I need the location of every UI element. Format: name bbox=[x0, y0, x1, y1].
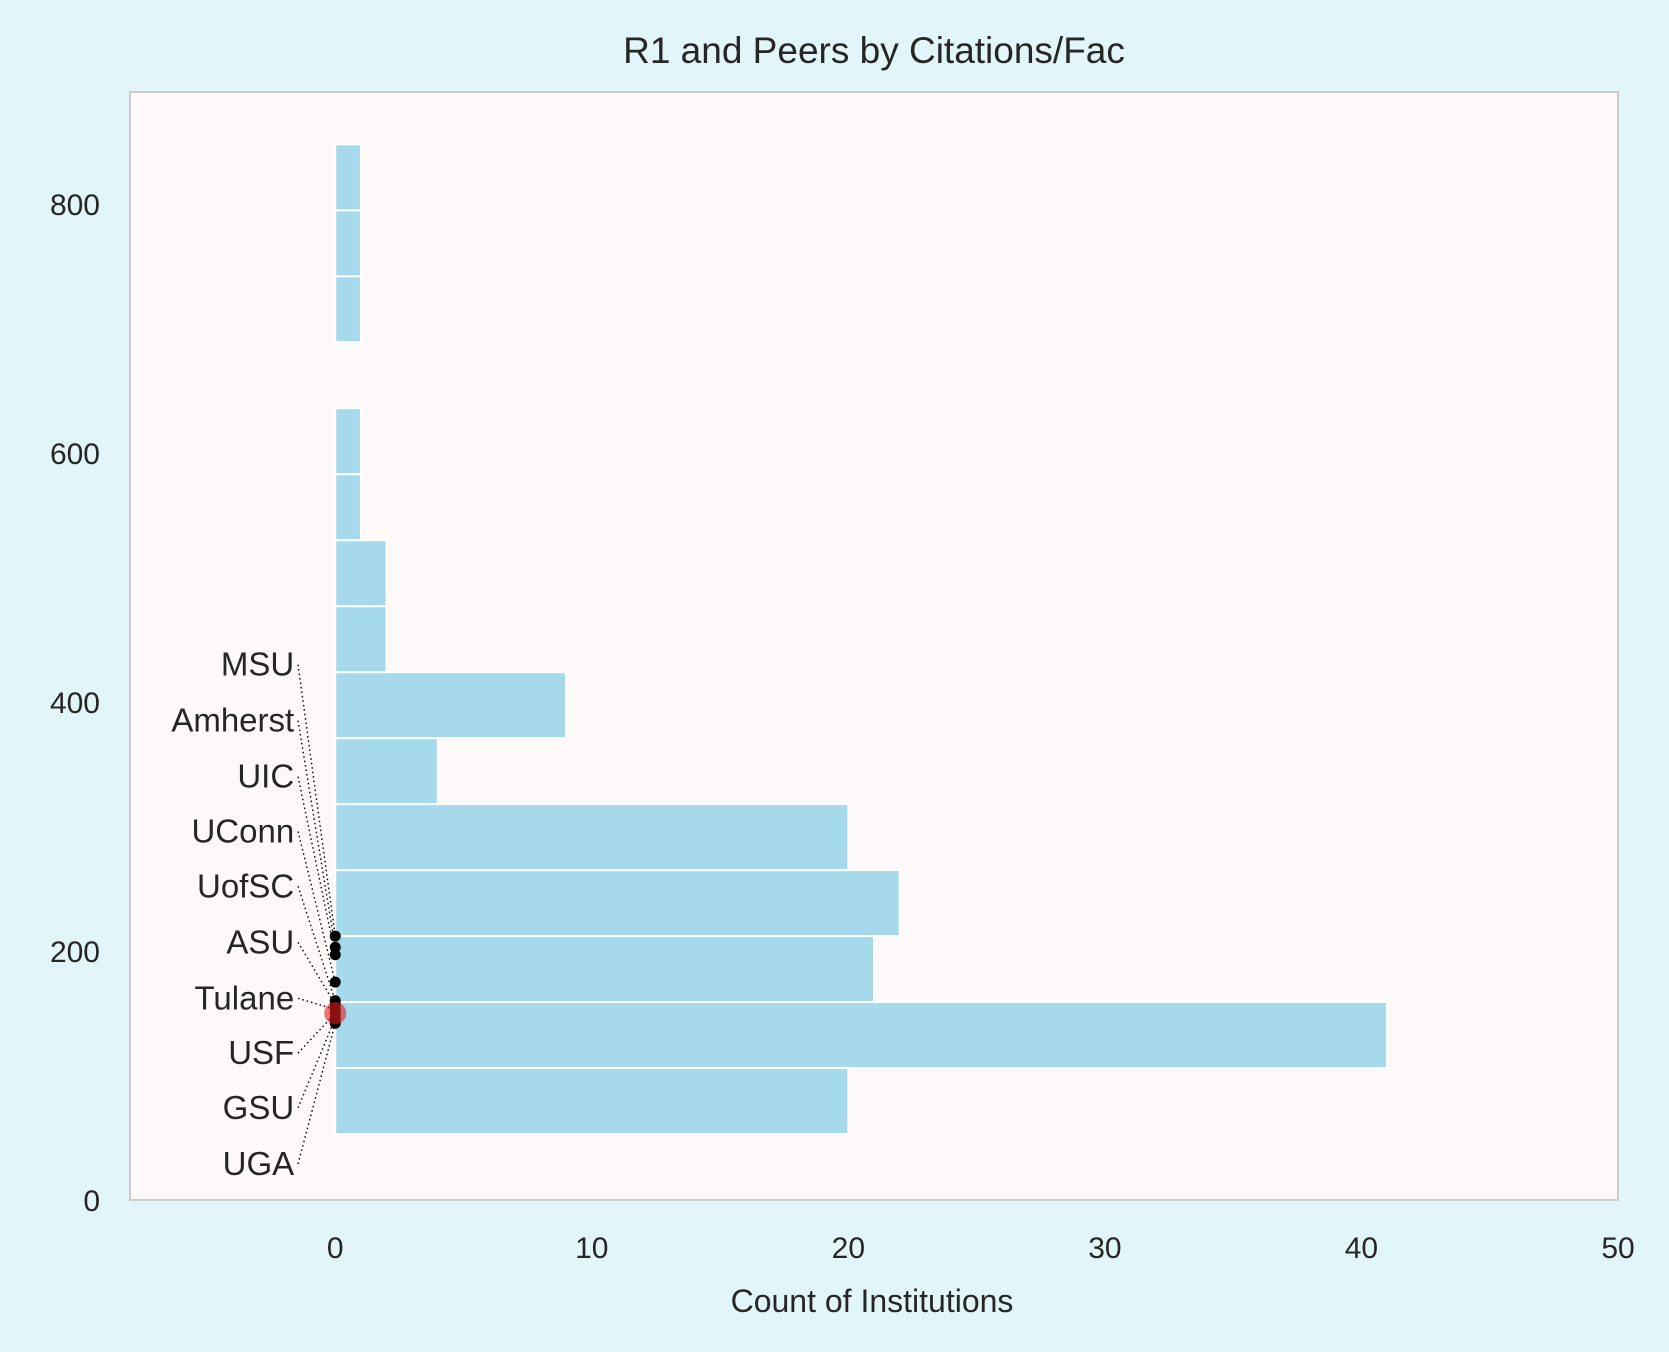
histogram-bar-9 bbox=[334, 473, 362, 542]
histogram-bar-0 bbox=[334, 1067, 850, 1136]
x-tick-label-30: 30 bbox=[1088, 1232, 1121, 1265]
histogram-bar-12 bbox=[334, 275, 362, 344]
x-tick-label-0: 0 bbox=[327, 1232, 344, 1265]
histogram-bar-14 bbox=[334, 143, 362, 212]
peer-label-uconn: UConn bbox=[191, 812, 294, 849]
histogram-bar-6 bbox=[334, 671, 568, 740]
peer-point-uic bbox=[329, 949, 341, 961]
peer-label-uga: UGA bbox=[223, 1145, 295, 1182]
y-tick-label-200: 200 bbox=[50, 936, 100, 969]
highlight-point bbox=[324, 1002, 347, 1025]
histogram-bar-13 bbox=[334, 209, 362, 278]
y-tick-label-400: 400 bbox=[50, 687, 100, 720]
leader-line-asu bbox=[297, 941, 336, 1005]
x-tick-label-20: 20 bbox=[832, 1232, 865, 1265]
histogram-bar-7 bbox=[334, 605, 388, 674]
histogram-bar-1 bbox=[334, 1001, 1389, 1070]
histogram-bar-3 bbox=[334, 869, 901, 938]
x-tick-label-50: 50 bbox=[1601, 1232, 1634, 1265]
y-tick-label-600: 600 bbox=[50, 438, 100, 471]
peer-label-gsu: GSU bbox=[223, 1089, 295, 1126]
leader-line-uofsc bbox=[297, 886, 336, 1002]
peer-label-uic: UIC bbox=[237, 758, 294, 795]
chart-title: R1 and Peers by Citations/Fac bbox=[623, 30, 1125, 71]
histogram-bar-10 bbox=[334, 407, 362, 476]
peer-point-uconn bbox=[329, 976, 341, 988]
histogram-bar-2 bbox=[334, 935, 875, 1004]
leader-line-msu bbox=[297, 664, 336, 937]
y-tick-label-800: 800 bbox=[50, 189, 100, 222]
plot-frame bbox=[129, 91, 1619, 1201]
peer-label-asu: ASU bbox=[226, 923, 294, 960]
peer-label-tulane: Tulane bbox=[195, 979, 295, 1016]
leader-line-uconn bbox=[297, 831, 336, 983]
x-axis-label: Count of Institutions bbox=[731, 1283, 1014, 1319]
peer-point-msu bbox=[329, 930, 341, 942]
peer-label-amherst: Amherst bbox=[171, 702, 294, 739]
y-tick-label-0: 0 bbox=[83, 1185, 100, 1218]
peer-label-uofsc: UofSC bbox=[197, 867, 294, 904]
peer-label-usf: USF bbox=[228, 1034, 294, 1071]
x-tick-label-40: 40 bbox=[1345, 1232, 1378, 1265]
peer-label-msu: MSU bbox=[221, 646, 294, 683]
histogram-bar-5 bbox=[334, 737, 439, 806]
leader-line-uga bbox=[297, 1023, 336, 1165]
histogram-bar-8 bbox=[334, 539, 388, 608]
x-tick-label-10: 10 bbox=[575, 1232, 608, 1265]
histogram-bar-4 bbox=[334, 803, 850, 872]
leader-line-uic bbox=[297, 776, 336, 955]
